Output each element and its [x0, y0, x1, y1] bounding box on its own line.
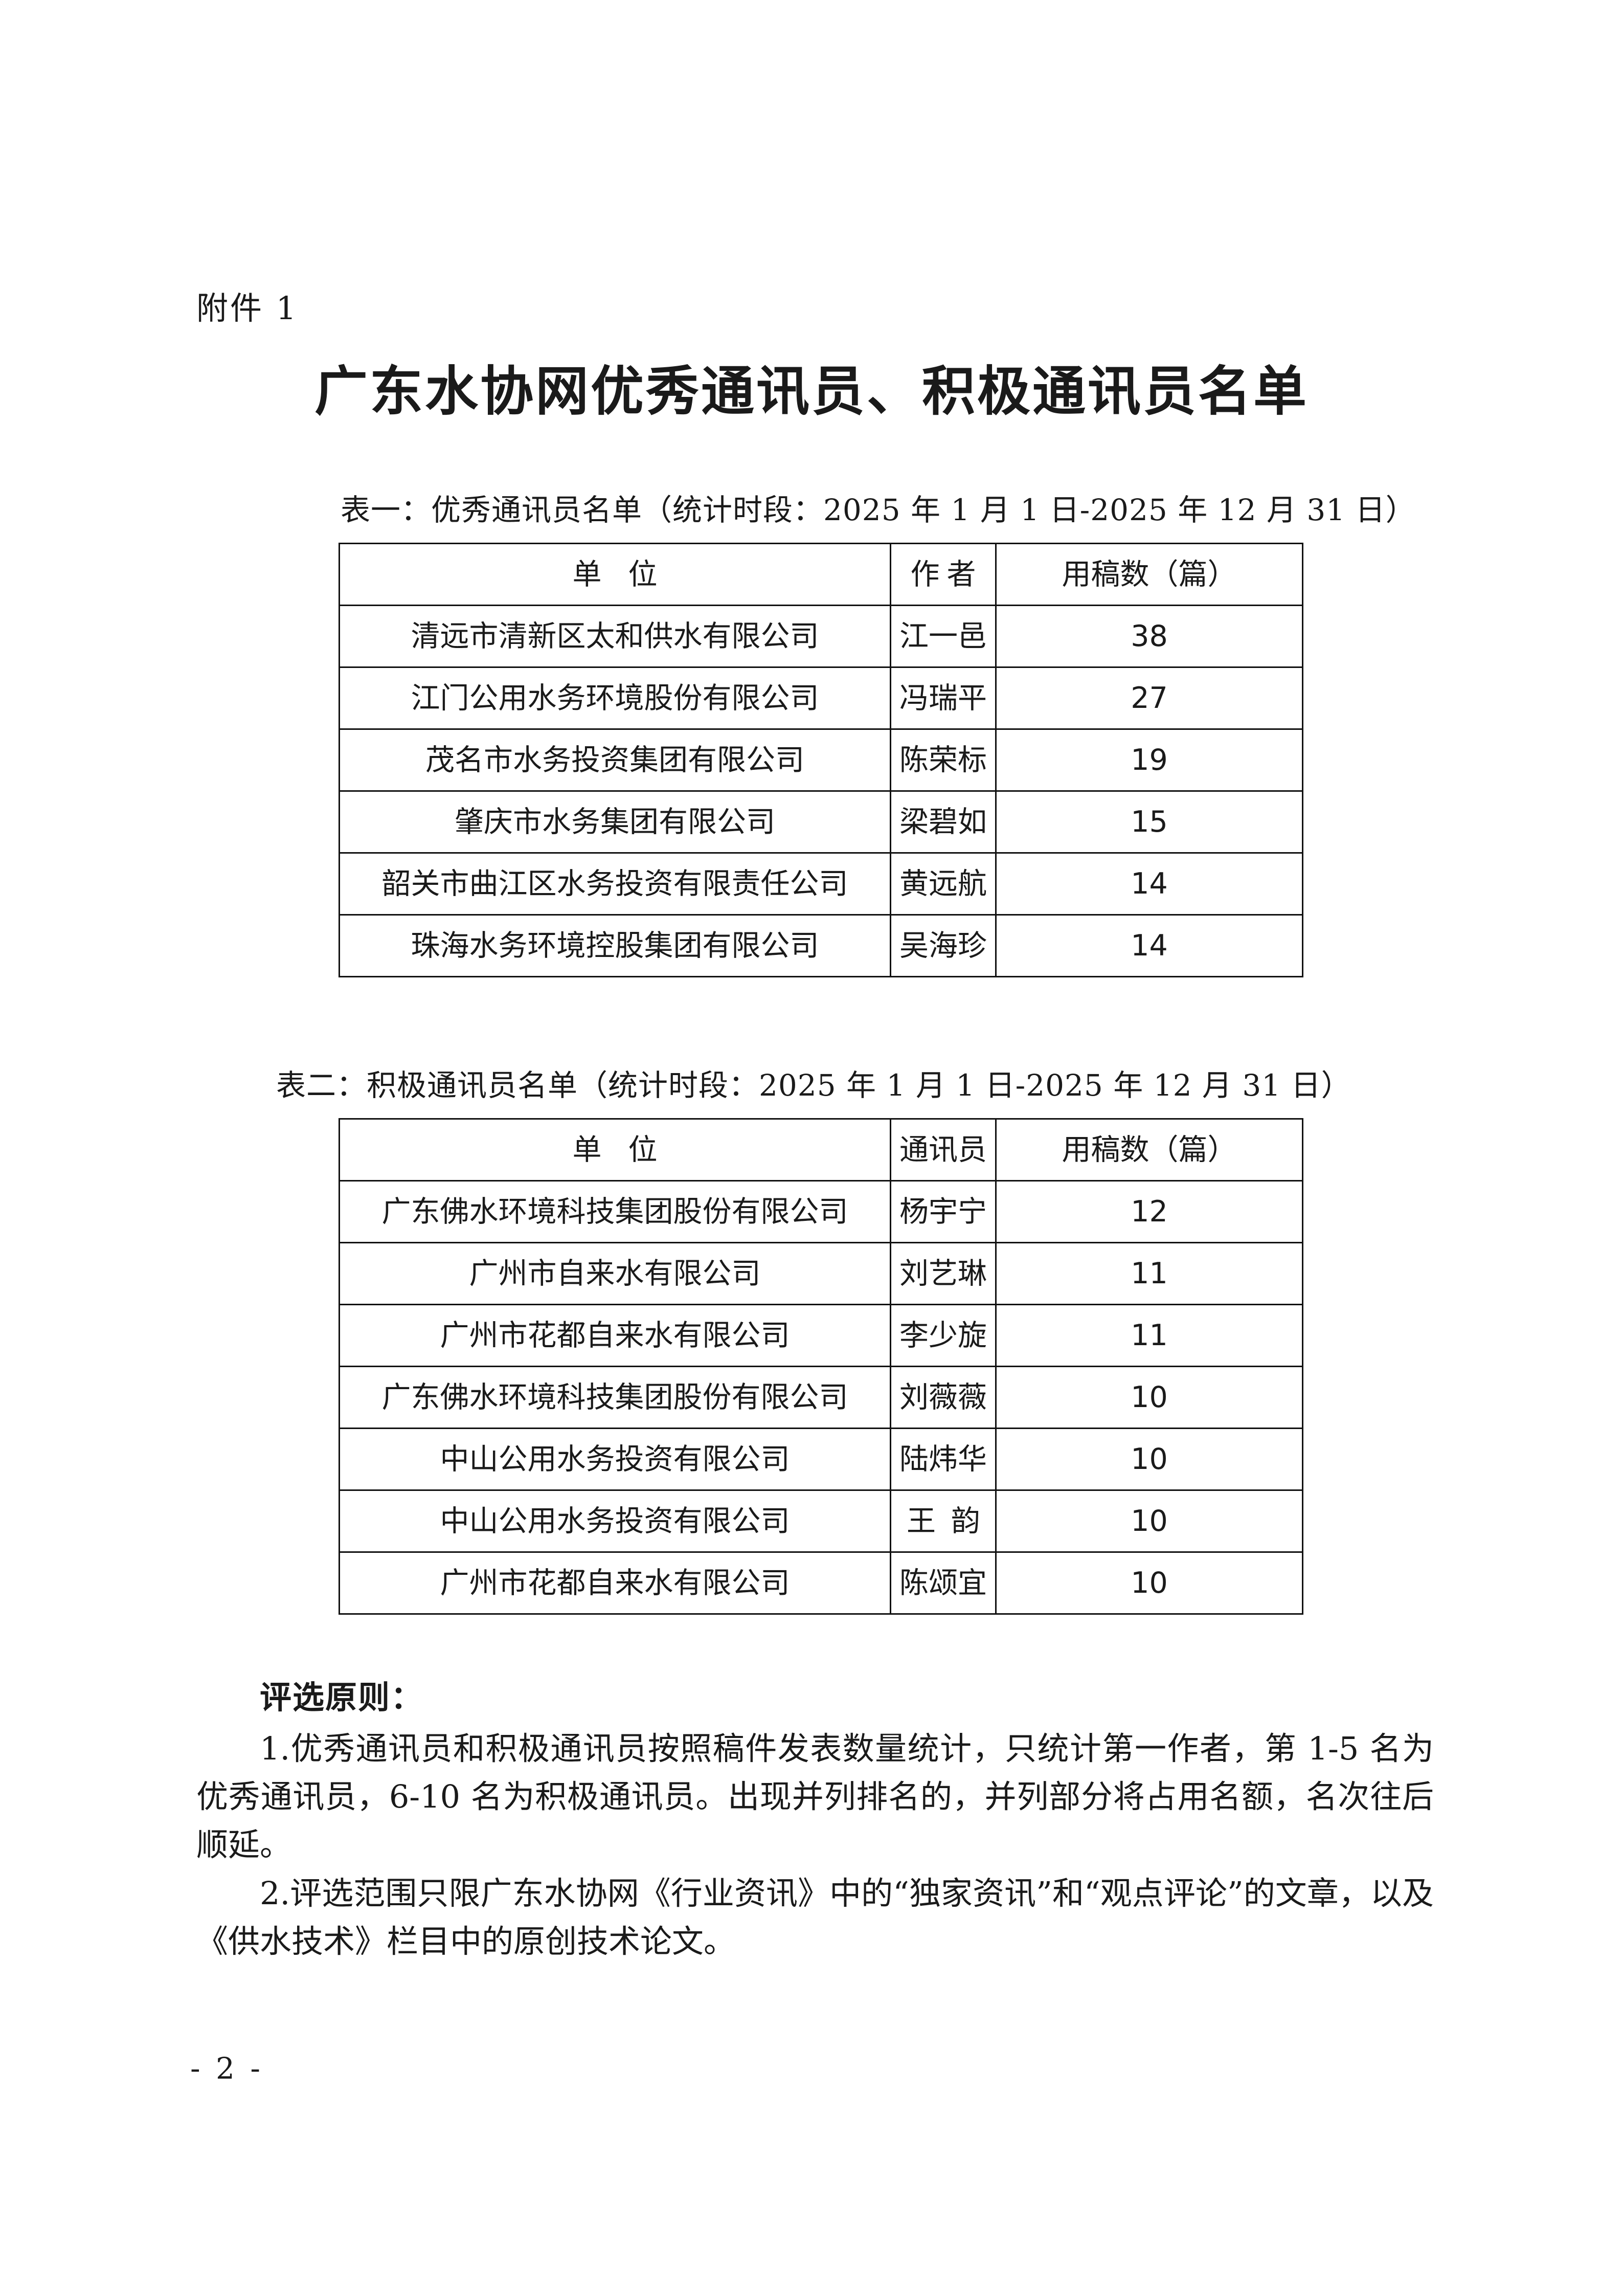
cell-unit: 韶关市曲江区水务投资有限责任公司 [339, 852, 891, 916]
cell-count: 14 [995, 914, 1303, 978]
table-row: 茂名市水务投资集团有限公司 陈荣标 19 [339, 728, 1303, 792]
cell-count: 10 [995, 1489, 1303, 1553]
column-header-unit: 单位 [339, 543, 891, 607]
cell-unit: 广东佛水环境科技集团股份有限公司 [339, 1366, 891, 1430]
cell-unit: 广东佛水环境科技集团股份有限公司 [339, 1180, 891, 1244]
column-header-unit: 单位 [339, 1118, 891, 1182]
table-row: 江门公用水务环境股份有限公司 冯瑞平 27 [339, 666, 1303, 730]
selection-principles-section: 评选原则： 1.优秀通讯员和积极通讯员按照稿件发表数量统计，只统计第一作者，第 … [196, 1671, 1434, 1966]
cell-author: 黄远航 [890, 852, 997, 916]
cell-count: 38 [995, 605, 1303, 668]
cell-unit: 中山公用水务投资有限公司 [339, 1489, 891, 1553]
cell-correspondent: 杨宇宁 [890, 1180, 997, 1244]
principle-item-1: 1.优秀通讯员和积极通讯员按照稿件发表数量统计，只统计第一作者，第 1-5 名为… [196, 1730, 1434, 1864]
cell-author: 梁碧如 [890, 790, 997, 854]
cell-count: 19 [995, 728, 1303, 792]
cell-count: 27 [995, 666, 1303, 730]
cell-unit: 珠海水务环境控股集团有限公司 [339, 914, 891, 978]
cell-unit: 清远市清新区太和供水有限公司 [339, 605, 891, 668]
cell-author: 江一邑 [890, 605, 997, 668]
cell-count: 14 [995, 852, 1303, 916]
cell-count: 15 [995, 790, 1303, 854]
cell-correspondent: 李少旋 [890, 1304, 997, 1368]
attachment-label: 附件 1 [196, 289, 299, 327]
table-header-row: 单位 作者 用稿数（篇） [339, 543, 1303, 607]
table-row: 肇庆市水务集团有限公司 梁碧如 15 [339, 790, 1303, 854]
column-header-correspondent: 通讯员 [890, 1118, 997, 1182]
cell-unit: 江门公用水务环境股份有限公司 [339, 666, 891, 730]
cell-author: 陈荣标 [890, 728, 997, 792]
cell-unit: 广州市花都自来水有限公司 [339, 1304, 891, 1368]
cell-author: 冯瑞平 [890, 666, 997, 730]
principles-heading: 评选原则： [260, 1679, 424, 1716]
cell-unit: 广州市自来水有限公司 [339, 1242, 891, 1306]
cell-correspondent: 陈颂宜 [890, 1551, 997, 1615]
cell-unit: 茂名市水务投资集团有限公司 [339, 728, 891, 792]
table-row: 广州市花都自来水有限公司 李少旋 11 [339, 1304, 1303, 1368]
cell-correspondent: 刘薇薇 [890, 1366, 997, 1430]
table-row: 广东佛水环境科技集团股份有限公司 杨宇宁 12 [339, 1180, 1303, 1244]
column-header-count: 用稿数（篇） [995, 543, 1303, 607]
table-section-active: 表二：积极通讯员名单（统计时段：2025 年 1 月 1 日-2025 年 12… [0, 1066, 1623, 1615]
cell-count: 11 [995, 1242, 1303, 1306]
cell-correspondent: 陆炜华 [890, 1428, 997, 1491]
table-row: 中山公用水务投资有限公司 王韵 10 [339, 1489, 1303, 1553]
column-header-count: 用稿数（篇） [995, 1118, 1303, 1182]
table-row: 广东佛水环境科技集团股份有限公司 刘薇薇 10 [339, 1366, 1303, 1430]
table-section-excellent: 表一：优秀通讯员名单（统计时段：2025 年 1 月 1 日-2025 年 12… [0, 491, 1623, 978]
table-row: 清远市清新区太和供水有限公司 江一邑 38 [339, 605, 1303, 668]
cell-correspondent: 王韵 [890, 1489, 997, 1553]
cell-count: 10 [995, 1366, 1303, 1430]
excellent-correspondents-table: 单位 作者 用稿数（篇） 清远市清新区太和供水有限公司 江一邑 38 江门公用水… [339, 543, 1303, 978]
table-row: 广州市自来水有限公司 刘艺琳 11 [339, 1242, 1303, 1306]
table-row: 珠海水务环境控股集团有限公司 吴海珍 14 [339, 914, 1303, 978]
table-caption-1: 表一：优秀通讯员名单（统计时段：2025 年 1 月 1 日-2025 年 12… [341, 493, 1416, 527]
cell-unit: 广州市花都自来水有限公司 [339, 1551, 891, 1615]
cell-count: 10 [995, 1551, 1303, 1615]
principle-item-2: 2.评选范围只限广东水协网《行业资讯》中的“独家资讯”和“观点评论”的文章，以及… [196, 1874, 1434, 1960]
table-row: 韶关市曲江区水务投资有限责任公司 黄远航 14 [339, 852, 1303, 916]
cell-unit: 中山公用水务投资有限公司 [339, 1428, 891, 1491]
table-row: 广州市花都自来水有限公司 陈颂宜 10 [339, 1551, 1303, 1615]
table-row: 中山公用水务投资有限公司 陆炜华 10 [339, 1428, 1303, 1491]
active-correspondents-table: 单位 通讯员 用稿数（篇） 广东佛水环境科技集团股份有限公司 杨宇宁 12 广州… [339, 1118, 1303, 1615]
page-title: 广东水协网优秀通讯员、积极通讯员名单 [314, 360, 1309, 422]
cell-author: 吴海珍 [890, 914, 997, 978]
table-caption-2: 表二：积极通讯员名单（统计时段：2025 年 1 月 1 日-2025 年 12… [276, 1068, 1351, 1103]
cell-correspondent: 刘艺琳 [890, 1242, 997, 1306]
cell-unit: 肇庆市水务集团有限公司 [339, 790, 891, 854]
page-number: - 2 - [190, 2051, 263, 2086]
column-header-author: 作者 [890, 543, 997, 607]
table-header-row: 单位 通讯员 用稿数（篇） [339, 1118, 1303, 1182]
cell-count: 11 [995, 1304, 1303, 1368]
cell-count: 10 [995, 1428, 1303, 1491]
cell-count: 12 [995, 1180, 1303, 1244]
